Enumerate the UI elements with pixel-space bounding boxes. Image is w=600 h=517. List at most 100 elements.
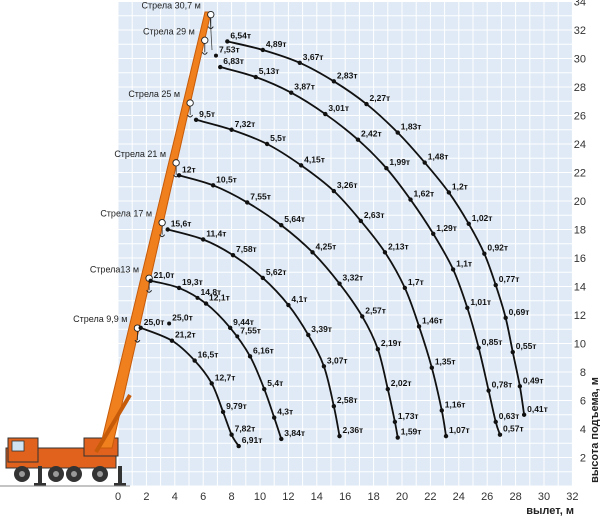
load-point xyxy=(358,218,364,224)
load-label: 1,73т xyxy=(398,411,419,421)
load-label: 2,02т xyxy=(391,378,412,388)
x-tick-label: 8 xyxy=(229,491,235,503)
y-tick-label: 14 xyxy=(574,282,586,294)
load-point xyxy=(395,435,400,440)
load-point xyxy=(384,166,389,171)
x-tick-label: 18 xyxy=(367,491,379,503)
wheel-hub xyxy=(71,471,77,477)
load-point xyxy=(439,408,444,413)
y-tick-label: 22 xyxy=(574,168,586,180)
x-tick-label: 6 xyxy=(200,491,206,503)
load-label: 1,16т xyxy=(445,399,466,409)
load-label: 1,29т xyxy=(436,223,457,233)
load-label: 5,62т xyxy=(266,267,287,277)
x-tick-label: 16 xyxy=(339,491,351,503)
load-label: 0,55т xyxy=(516,341,537,351)
load-point xyxy=(176,173,182,178)
load-label: 2,63т xyxy=(364,210,385,220)
load-label: 0,85т xyxy=(482,337,503,347)
load-point xyxy=(167,321,172,326)
load-point xyxy=(446,190,452,195)
load-label: 7,55т xyxy=(250,191,271,201)
load-label: 1,01т xyxy=(470,297,491,307)
load-label: 0,78т xyxy=(492,380,513,390)
load-point xyxy=(429,365,435,370)
load-label: 7,53т xyxy=(219,45,240,55)
load-label: 3,01т xyxy=(328,103,349,113)
load-label: 4,3т xyxy=(277,407,293,417)
load-label: 2,27т xyxy=(370,93,391,103)
load-label: 9,5т xyxy=(199,109,215,119)
load-label: 11,4т xyxy=(206,228,226,238)
y-tick-label: 10 xyxy=(574,339,586,351)
axes: 0 2 4 6 8 10 12 14 16 18 20 22 24 26 28 30 3224681012141… xyxy=(115,0,586,503)
load-label: 0,57т xyxy=(503,424,524,434)
y-tick-label: 8 xyxy=(580,367,586,379)
pulley-wheel xyxy=(186,99,194,107)
load-label: 0,77т xyxy=(499,274,520,284)
load-label: 16,5т xyxy=(198,350,219,360)
load-label: 4,1т xyxy=(291,294,307,304)
x-tick-label: 10 xyxy=(254,491,266,503)
x-tick-label: 26 xyxy=(481,491,493,503)
load-point xyxy=(253,74,258,80)
load-point xyxy=(247,354,253,359)
load-point xyxy=(337,433,342,439)
load-label: 21,2т xyxy=(175,330,196,340)
wheel-hub xyxy=(53,471,59,477)
load-label: 15,6т xyxy=(171,219,192,229)
load-point xyxy=(298,163,304,168)
load-label: 2,83т xyxy=(337,70,358,80)
load-label: 6,91т xyxy=(242,435,263,445)
y-tick-label: 18 xyxy=(574,225,586,237)
load-label: 5,64т xyxy=(284,214,305,224)
load-label: 4,89т xyxy=(266,39,287,49)
y-tick-label: 20 xyxy=(574,196,586,208)
load-point xyxy=(138,325,143,331)
y-tick-label: 16 xyxy=(574,253,586,265)
y-tick-label: 4 xyxy=(580,424,586,436)
load-label: 21,0т xyxy=(154,270,175,280)
load-label: 12,7т xyxy=(215,372,236,382)
x-tick-label: 20 xyxy=(396,491,408,503)
load-point xyxy=(465,305,470,311)
load-point xyxy=(450,267,456,272)
boom-label: Стрела 17 м xyxy=(100,209,152,219)
load-label: 0,63т xyxy=(499,411,520,421)
load-point xyxy=(521,412,527,417)
x-tick-label: 14 xyxy=(311,491,323,503)
load-point xyxy=(210,183,216,188)
load-label: 6,16т xyxy=(253,345,274,355)
load-point xyxy=(279,436,284,442)
load-label: 25,0т xyxy=(144,317,165,327)
load-curve xyxy=(219,66,501,435)
pulley-hook xyxy=(146,289,152,293)
load-label: 7,58т xyxy=(236,244,257,254)
pulley-hook xyxy=(207,26,214,30)
load-point xyxy=(395,130,400,135)
load-label: 1,62т xyxy=(414,189,435,199)
outrigger-pad xyxy=(34,483,46,486)
load-label: 12т xyxy=(182,164,196,174)
load-label: 12,1т xyxy=(209,293,230,303)
load-point xyxy=(227,325,233,331)
y-tick-label: 32 xyxy=(574,25,586,37)
load-point xyxy=(148,278,153,283)
hook-cable xyxy=(209,13,213,51)
load-label: 1,59т xyxy=(401,427,422,437)
boom-cylinder xyxy=(94,393,132,454)
pulley-hook xyxy=(201,52,208,55)
load-point xyxy=(510,349,515,355)
boom-pulley-icon xyxy=(207,10,215,30)
load-point xyxy=(408,197,413,202)
load-point xyxy=(195,295,200,300)
load-point xyxy=(486,388,491,393)
boom-label: Стрела 29 м xyxy=(143,26,195,36)
x-tick-label: 28 xyxy=(509,491,521,503)
load-label: 7,55т xyxy=(240,325,261,335)
load-label: 10,5т xyxy=(216,174,237,184)
boom-pulley-icon xyxy=(186,99,194,118)
load-point xyxy=(209,381,214,386)
